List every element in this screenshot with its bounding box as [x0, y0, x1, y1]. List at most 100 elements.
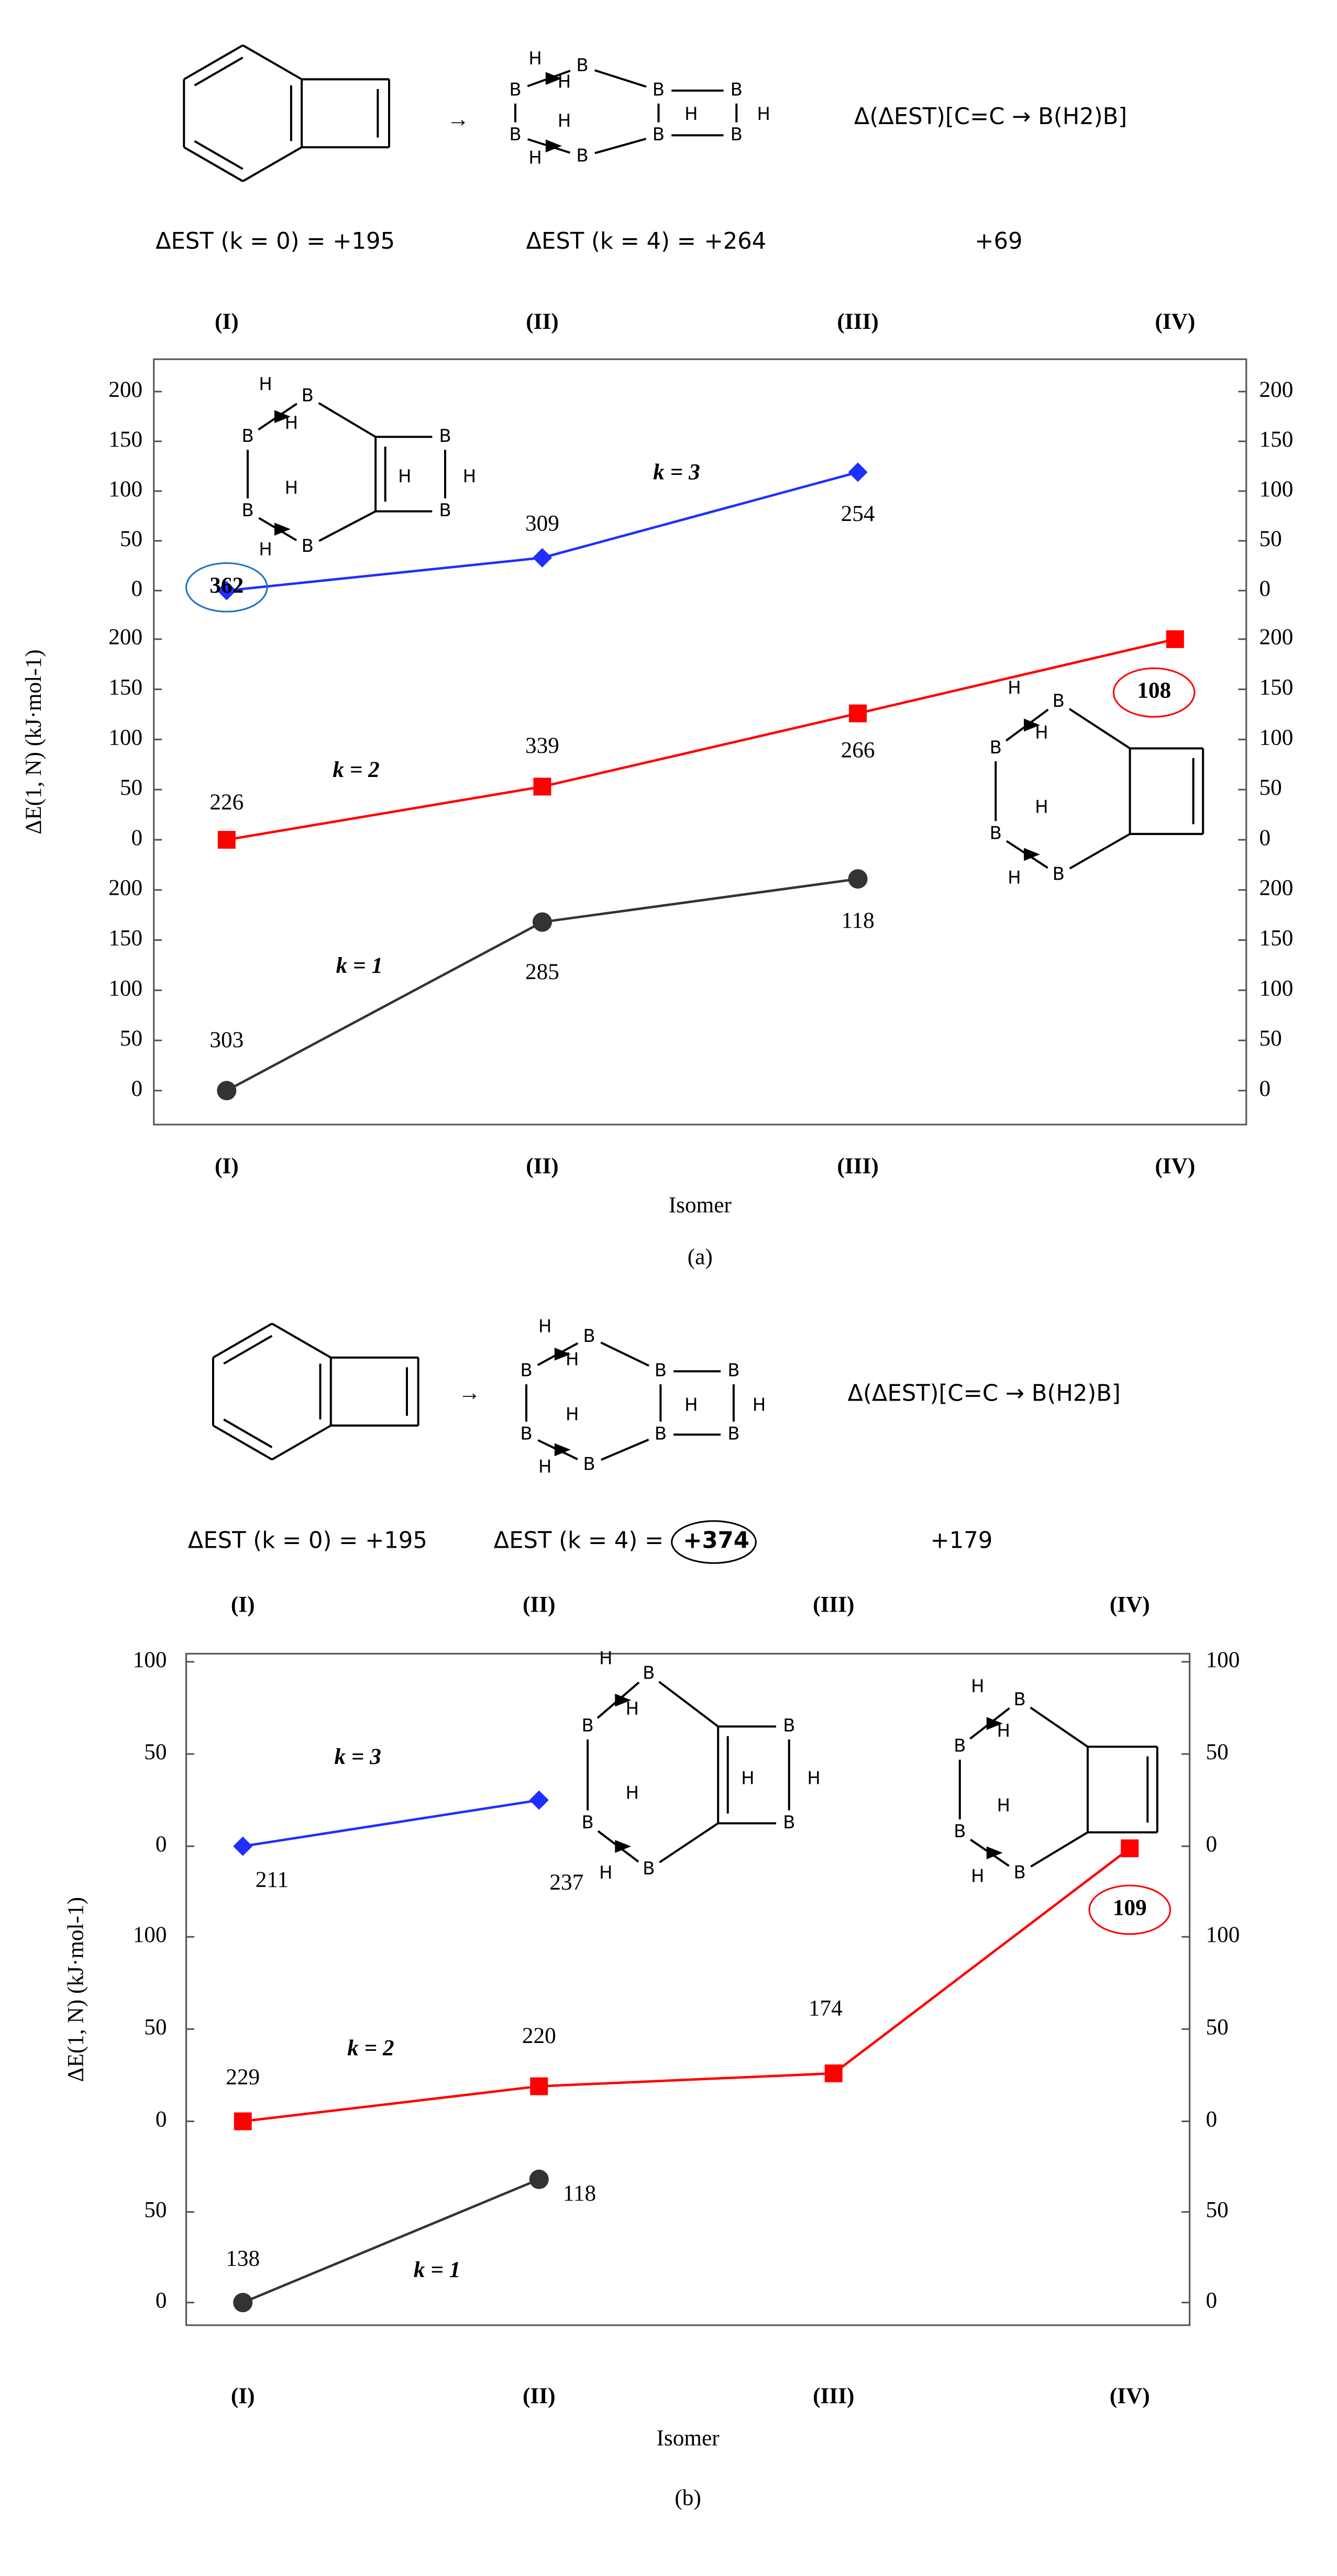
point-label: 108 — [1137, 678, 1171, 703]
y-tick-label: 0 — [131, 576, 142, 601]
delta-est-k4-value: +264 — [704, 228, 766, 254]
wedge — [554, 1443, 571, 1457]
atom-hydrogen: H — [538, 1316, 552, 1337]
y-tick-label: 150 — [108, 427, 142, 452]
series-name: k = 1 — [414, 2257, 461, 2282]
atom-boron: B — [990, 737, 1002, 758]
wedge — [545, 139, 562, 153]
bond — [1030, 1706, 1089, 1748]
point-label: 237 — [549, 1870, 583, 1895]
delta-est-k0: ΔEST (k = 0) = +195 — [156, 228, 395, 254]
wedge — [1024, 718, 1040, 732]
y-tick-label: 100 — [108, 725, 142, 750]
atom-boron: B — [1053, 691, 1065, 712]
y-tick-label: 200 — [108, 625, 142, 650]
y2-tick-label: 150 — [1259, 674, 1294, 699]
category-top: (III) — [837, 309, 878, 334]
x-tick-label: (I) — [231, 2383, 255, 2408]
atom-hydrogen: H — [398, 466, 412, 487]
panel-label: (a) — [688, 1244, 713, 1269]
atom-boron: B — [954, 1736, 966, 1757]
point-label: 254 — [841, 501, 875, 526]
atom-boron: B — [583, 1453, 595, 1474]
x-tick-label: (III) — [837, 1153, 878, 1179]
circle-highlight — [671, 1520, 757, 1564]
bond — [242, 146, 303, 182]
wedge — [615, 1693, 632, 1707]
bond — [271, 1323, 332, 1359]
plot-frame — [185, 1652, 1191, 2326]
panel-label: (b) — [675, 2485, 701, 2511]
x-tick-label: (II) — [526, 1153, 558, 1179]
bond — [318, 402, 377, 438]
bond — [594, 138, 647, 154]
circle-highlight — [1088, 1884, 1172, 1935]
y2-tick-label: 0 — [1206, 1831, 1218, 1857]
series-name: k = 3 — [653, 459, 700, 484]
y-tick-label: 150 — [108, 674, 142, 699]
atom-boron: B — [509, 80, 521, 101]
atom-boron: B — [643, 1663, 655, 1684]
y-tick-label: 50 — [120, 775, 142, 800]
atom-hydrogen: H — [807, 1768, 821, 1789]
y2-tick-label: 100 — [1259, 725, 1294, 750]
point-label: 220 — [522, 2023, 556, 2048]
circle-highlight — [1112, 667, 1196, 718]
y-tick-label: 200 — [108, 875, 142, 901]
atom-boron: B — [783, 1812, 795, 1833]
plot-frame — [153, 358, 1247, 1126]
bond — [223, 1418, 273, 1448]
x-tick-label: (I) — [215, 1153, 239, 1179]
atom-hydrogen: H — [997, 1795, 1010, 1816]
atom-boron: B — [520, 1360, 532, 1381]
wedge — [545, 72, 562, 85]
atom-boron: B — [1013, 1862, 1025, 1883]
atom-boron: B — [302, 536, 314, 557]
wedge — [615, 1840, 632, 1853]
y2-tick-label: 50 — [1259, 526, 1282, 551]
marker — [529, 2169, 549, 2189]
atom-hydrogen: H — [625, 1698, 639, 1719]
atom-boron: B — [1013, 1689, 1025, 1710]
atom-hydrogen: H — [757, 104, 770, 125]
y2-tick-label: 0 — [1259, 1076, 1271, 1101]
y-tick-label: 0 — [131, 1076, 142, 1101]
x-tick-label: (II) — [523, 2383, 555, 2408]
bond — [601, 1438, 649, 1461]
marker — [217, 581, 237, 601]
delta-est-k4: ΔEST (k = 4) = — [526, 228, 696, 254]
atom-hydrogen: H — [753, 1394, 766, 1415]
y2-tick-label: 150 — [1259, 427, 1294, 452]
y-tick-label: 200 — [108, 377, 142, 402]
marker — [529, 1790, 549, 1810]
bond — [194, 140, 244, 170]
atom-boron: B — [954, 1821, 966, 1842]
atom-boron: B — [653, 124, 665, 145]
atom-boron: B — [439, 500, 451, 521]
arrow: → — [447, 107, 469, 132]
x-tick-label: (III) — [813, 2383, 854, 2408]
atom-boron: B — [643, 1858, 655, 1879]
atom-boron: B — [655, 1423, 667, 1444]
bond — [271, 1424, 332, 1461]
series-line — [242, 1847, 1131, 2123]
atom-hydrogen: H — [1008, 678, 1021, 698]
bond — [242, 44, 303, 81]
atom-boron: B — [731, 124, 743, 145]
bond — [194, 57, 244, 86]
point-label: 226 — [209, 790, 244, 815]
marker — [849, 704, 867, 723]
y-axis-label: ΔE(1, N) (kJ·mol-1) — [21, 649, 46, 834]
series-name: k = 3 — [334, 1744, 381, 1769]
y-tick-label: 0 — [156, 1831, 167, 1857]
atom-boron: B — [727, 1423, 739, 1444]
category-top: (I) — [215, 309, 239, 334]
atom-hydrogen: H — [684, 104, 698, 125]
atom-hydrogen: H — [625, 1783, 639, 1804]
atom-boron: B — [1053, 864, 1065, 885]
bond — [212, 1323, 273, 1359]
marker — [532, 548, 552, 568]
point-label: 118 — [841, 908, 874, 933]
marker — [1121, 1839, 1139, 1858]
